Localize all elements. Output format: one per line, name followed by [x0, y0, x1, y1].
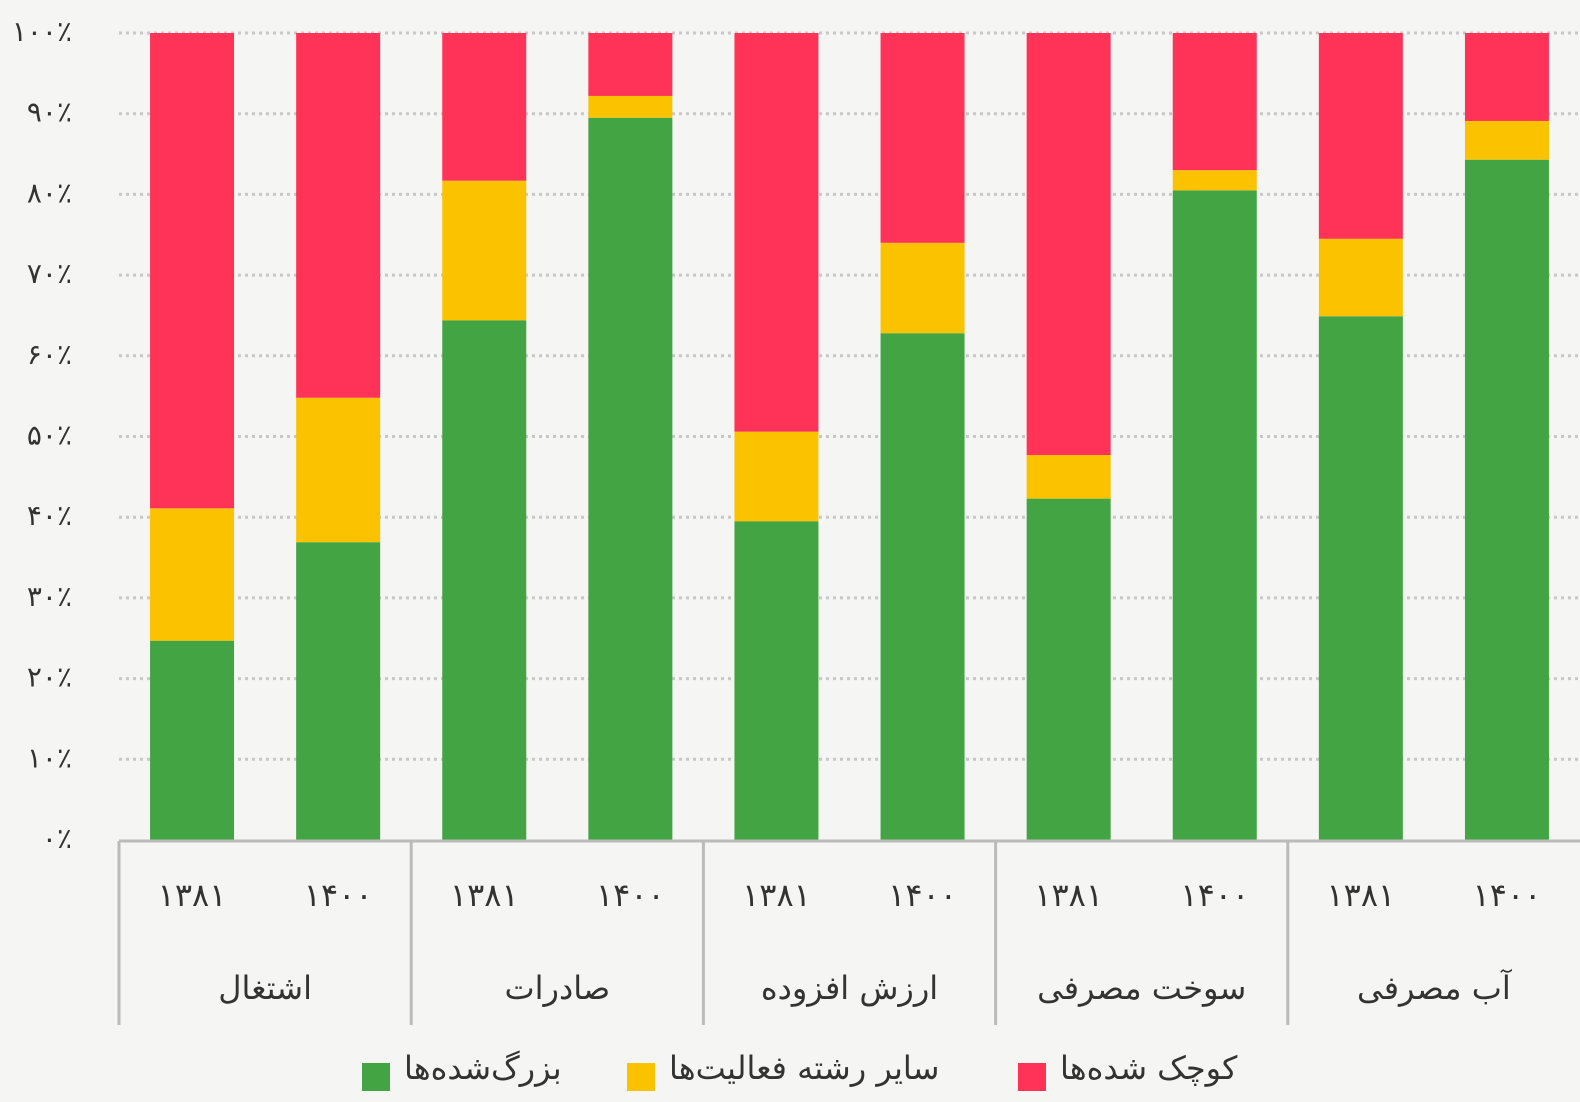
legend-label: سایر رشته فعالیت‌ها	[669, 1049, 939, 1087]
legend-label: بزرگ‌شده‌ها	[404, 1049, 562, 1087]
x-tick-label: ۱۴۰۰	[596, 876, 665, 914]
bar-segment	[588, 33, 673, 96]
bar-segment	[150, 508, 235, 641]
bar-segment	[1318, 316, 1403, 841]
bar-segment	[1464, 159, 1549, 841]
bar-segment	[1026, 33, 1111, 456]
bar-segment	[734, 521, 819, 840]
group-label: اشتغال	[218, 969, 312, 1007]
bar-segment	[1172, 170, 1257, 191]
x-tick-label: ۱۳۸۱	[1034, 876, 1103, 914]
y-tick-label: ۹۰٪	[27, 96, 72, 129]
bar-segment	[442, 320, 527, 840]
legend-swatch	[362, 1063, 390, 1091]
x-tick-label: ۱۳۸۱	[1326, 876, 1395, 914]
y-tick-label: ۱۰۰٪	[12, 15, 72, 48]
bar-segment	[734, 431, 819, 522]
legend-label: کوچک شده‌ها	[1060, 1049, 1238, 1087]
bar-segment	[1172, 190, 1257, 841]
bar-segment	[1464, 33, 1549, 121]
y-tick-label: ۲۰٪	[27, 661, 72, 694]
bar-segment	[734, 33, 819, 432]
x-tick-label: ۱۳۸۱	[450, 876, 519, 914]
group-label: آب مصرفی	[1357, 968, 1513, 1007]
bar-segment	[150, 33, 235, 509]
x-tick-label: ۱۴۰۰	[1180, 876, 1249, 914]
group-label: صادرات	[504, 969, 610, 1007]
legend-swatch	[627, 1063, 655, 1091]
y-tick-label: ۶۰٪	[27, 338, 72, 371]
x-tick-label: ۱۳۸۱	[158, 876, 227, 914]
bar-segment	[296, 33, 381, 398]
y-tick-label: ۵۰٪	[27, 419, 72, 452]
bar-segment	[296, 542, 381, 840]
y-tick-label: ۷۰٪	[27, 257, 72, 290]
bar-segment	[1172, 33, 1257, 171]
y-tick-label: ۴۰٪	[27, 499, 72, 532]
group-label: ارزش افزوده	[761, 969, 938, 1007]
bar-segment	[1464, 120, 1549, 160]
bar-segment	[442, 180, 527, 321]
bar-segment	[880, 33, 965, 243]
bar-segment	[880, 242, 965, 334]
bar-segment	[1026, 455, 1111, 499]
bar-segment	[442, 33, 527, 181]
bar-segment	[296, 397, 381, 543]
x-tick-label: ۱۴۰۰	[1473, 876, 1542, 914]
y-tick-label: ۳۰٪	[27, 580, 72, 613]
bar-segment	[1318, 33, 1403, 239]
bar-segment	[588, 117, 673, 841]
bar-segment	[1026, 498, 1111, 840]
y-tick-label: ۸۰٪	[27, 176, 72, 209]
legend-swatch	[1018, 1063, 1046, 1091]
y-tick-label: ۱۰٪	[27, 741, 72, 774]
bar-segment	[880, 333, 965, 840]
bar-segment	[150, 640, 235, 840]
x-tick-label: ۱۴۰۰	[304, 876, 373, 914]
bar-segment	[1318, 238, 1403, 317]
x-tick-label: ۱۳۸۱	[742, 876, 811, 914]
bar-segment	[588, 95, 673, 118]
group-label: سوخت مصرفی	[1037, 969, 1246, 1007]
x-tick-label: ۱۴۰۰	[888, 876, 957, 914]
y-tick-label: ۰٪	[42, 822, 72, 855]
